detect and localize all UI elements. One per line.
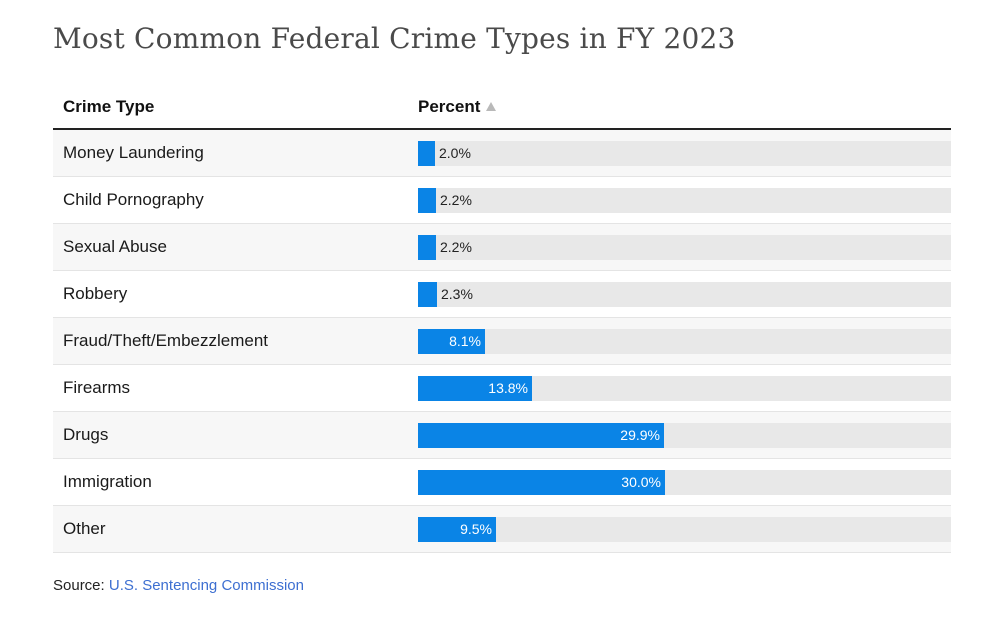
column-header-crime-type-label: Crime Type xyxy=(63,97,155,116)
percent-bar xyxy=(418,235,436,260)
percent-value-label: 8.1% xyxy=(449,333,481,349)
crime-type-cell: Money Laundering xyxy=(63,143,204,162)
percent-bar xyxy=(418,188,436,213)
percent-bar-track: 29.9% xyxy=(418,423,951,448)
crime-type-cell: Robbery xyxy=(63,284,128,303)
percent-bar xyxy=(418,517,496,542)
table-body: Money Laundering 2.0% Child Pornography 2.2… xyxy=(53,130,951,553)
percent-bar-track: 2.0% xyxy=(418,141,951,166)
crime-type-cell: Other xyxy=(63,519,106,538)
table-row: Robbery 2.3% xyxy=(53,271,951,318)
crime-type-cell: Immigration xyxy=(63,472,152,491)
crime-type-cell: Child Pornography xyxy=(63,190,204,209)
percent-value-label: 30.0% xyxy=(621,474,661,490)
column-header-percent-label: Percent xyxy=(418,97,481,116)
percent-bar xyxy=(418,282,437,307)
source-prefix: Source: xyxy=(53,577,105,594)
percent-bar xyxy=(418,423,664,448)
percent-value-label: 2.2% xyxy=(440,239,472,255)
column-header-crime-type: Crime Type xyxy=(63,97,154,117)
percent-bar-track: 2.3% xyxy=(418,282,951,307)
table-row: Drugs 29.9% xyxy=(53,412,951,459)
table-row: Immigration 30.0% xyxy=(53,459,951,506)
chart-title: Most Common Federal Crime Types in FY 20… xyxy=(53,22,736,55)
percent-bar xyxy=(418,376,532,401)
percent-bar-track: 2.2% xyxy=(418,235,951,260)
percent-value-label: 13.8% xyxy=(488,380,528,396)
table-row: Other 9.5% xyxy=(53,506,951,553)
percent-value-label: 2.3% xyxy=(441,286,473,302)
percent-bar xyxy=(418,329,485,354)
percent-bar-track: 8.1% xyxy=(418,329,951,354)
table-row: Firearms 13.8% xyxy=(53,365,951,412)
percent-value-label: 29.9% xyxy=(620,427,660,443)
crime-type-table: Crime Type Percent Money Laundering 2.0% C… xyxy=(53,85,951,553)
sort-ascending-icon[interactable] xyxy=(486,101,497,111)
crime-type-cell: Fraud/Theft/Embezzlement xyxy=(63,331,269,350)
table-row: Sexual Abuse 2.2% xyxy=(53,224,951,271)
percent-bar xyxy=(418,470,665,495)
percent-bar-track: 2.2% xyxy=(418,188,951,213)
percent-bar-track: 30.0% xyxy=(418,470,951,495)
table-row: Money Laundering 2.0% xyxy=(53,130,951,177)
crime-type-cell: Sexual Abuse xyxy=(63,237,167,256)
table-row: Fraud/Theft/Embezzlement 8.1% xyxy=(53,318,951,365)
crime-type-cell: Firearms xyxy=(63,378,131,397)
crime-type-cell: Drugs xyxy=(63,425,109,444)
percent-value-label: 2.0% xyxy=(439,145,471,161)
source-note: Source: U.S. Sentencing Commission xyxy=(53,577,304,594)
table-header: Crime Type Percent xyxy=(53,85,951,130)
column-header-percent[interactable]: Percent xyxy=(418,97,497,117)
table-row: Child Pornography 2.2% xyxy=(53,177,951,224)
percent-value-label: 2.2% xyxy=(440,192,472,208)
percent-bar xyxy=(418,141,435,166)
source-link[interactable]: U.S. Sentencing Commission xyxy=(108,577,304,594)
percent-bar-track: 13.8% xyxy=(418,376,951,401)
percent-value-label: 9.5% xyxy=(460,521,492,537)
percent-bar-track: 9.5% xyxy=(418,517,951,542)
